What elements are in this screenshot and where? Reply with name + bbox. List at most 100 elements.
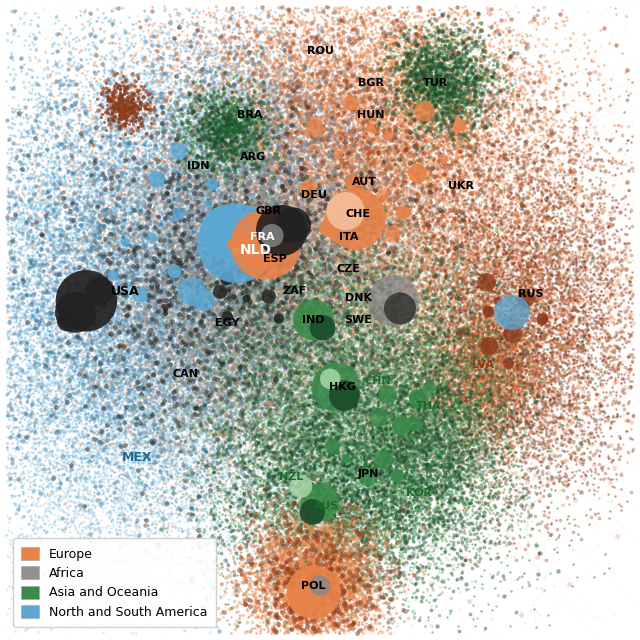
Point <box>324 492 335 502</box>
Point <box>246 258 256 268</box>
Point <box>339 616 349 627</box>
Point <box>602 316 612 326</box>
Point <box>244 285 254 296</box>
Point <box>299 96 309 106</box>
Point <box>448 507 458 517</box>
Point <box>406 415 417 426</box>
Point <box>538 388 548 398</box>
Point <box>152 326 163 337</box>
Point <box>74 115 84 125</box>
Point <box>580 288 590 298</box>
Point <box>92 409 102 419</box>
Point <box>352 140 362 150</box>
Point <box>340 258 351 268</box>
Point <box>200 147 211 157</box>
Point <box>344 268 355 278</box>
Point <box>307 299 317 309</box>
Point <box>367 129 377 140</box>
Point <box>299 250 309 260</box>
Point <box>189 70 199 80</box>
Point <box>589 338 599 348</box>
Point <box>399 240 409 250</box>
Point <box>354 162 364 172</box>
Point <box>371 288 381 298</box>
Point <box>342 179 352 189</box>
Point <box>42 527 52 538</box>
Point <box>506 188 516 198</box>
Point <box>301 538 311 548</box>
Point <box>228 79 239 89</box>
Point <box>129 243 140 253</box>
Point <box>486 130 496 140</box>
Point <box>431 179 441 189</box>
Point <box>273 477 283 488</box>
Point <box>475 439 485 449</box>
Point <box>227 79 237 90</box>
Point <box>248 433 258 443</box>
Point <box>84 260 95 270</box>
Point <box>236 266 246 276</box>
Point <box>219 291 229 301</box>
Point <box>25 379 35 389</box>
Point <box>445 75 456 85</box>
Point <box>398 397 408 407</box>
Point <box>252 543 262 553</box>
Point <box>85 415 95 426</box>
Point <box>538 259 548 269</box>
Point <box>477 154 488 164</box>
Point <box>175 370 186 380</box>
Point <box>267 374 277 385</box>
Point <box>297 150 307 160</box>
Point <box>304 367 314 378</box>
Point <box>397 330 408 340</box>
Point <box>134 274 144 284</box>
Point <box>369 49 379 59</box>
Point <box>261 212 271 222</box>
Point <box>431 41 441 51</box>
Point <box>177 243 188 253</box>
Point <box>243 347 253 357</box>
Point <box>435 461 445 472</box>
Point <box>199 155 209 165</box>
Point <box>355 223 365 234</box>
Point <box>296 340 306 351</box>
Point <box>20 424 31 434</box>
Point <box>232 263 243 273</box>
Point <box>369 124 379 134</box>
Point <box>432 263 442 273</box>
Point <box>403 63 413 74</box>
Point <box>418 407 428 417</box>
Point <box>352 377 362 387</box>
Point <box>244 235 254 245</box>
Point <box>256 278 266 289</box>
Point <box>497 364 507 374</box>
Point <box>166 278 177 289</box>
Point <box>377 409 387 419</box>
Point <box>220 330 230 340</box>
Point <box>316 353 326 364</box>
Point <box>309 284 319 294</box>
Point <box>181 244 191 255</box>
Point <box>625 312 636 322</box>
Point <box>198 260 209 270</box>
Point <box>204 292 214 303</box>
Point <box>388 495 399 505</box>
Point <box>71 237 81 248</box>
Point <box>223 283 234 293</box>
Point <box>452 153 462 163</box>
Point <box>164 472 175 483</box>
Point <box>326 39 336 49</box>
Point <box>250 270 260 280</box>
Point <box>310 231 321 241</box>
Point <box>173 250 183 260</box>
Point <box>38 515 49 525</box>
Point <box>285 99 295 109</box>
Point <box>250 238 260 248</box>
Point <box>435 328 445 338</box>
Point <box>346 567 356 577</box>
Point <box>71 263 81 273</box>
Point <box>248 69 258 79</box>
Point <box>431 218 441 228</box>
Point <box>482 333 492 343</box>
Point <box>596 356 607 366</box>
